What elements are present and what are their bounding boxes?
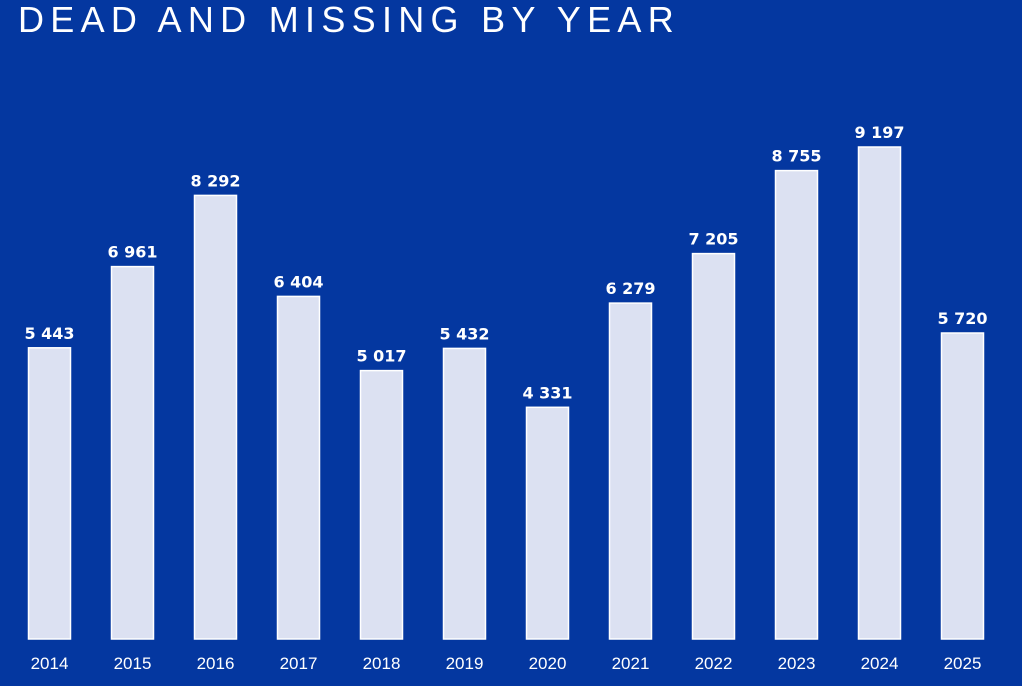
x-tick-label-2020: 2020 (529, 654, 567, 673)
x-tick-label-2018: 2018 (363, 654, 401, 673)
x-tick-label-2022: 2022 (695, 654, 733, 673)
bar-2018 (359, 369, 404, 640)
value-label-2014: 5 443 (24, 324, 74, 343)
value-label-2023: 8 755 (771, 147, 821, 166)
bar-2016 (193, 194, 238, 640)
x-tick-label-2014: 2014 (31, 654, 69, 673)
value-label-2016: 8 292 (190, 171, 240, 190)
value-label-2015: 6 961 (107, 243, 157, 262)
x-tick-label-2017: 2017 (280, 654, 318, 673)
bar-2022 (691, 252, 736, 640)
x-tick-label-2016: 2016 (197, 654, 235, 673)
value-label-2020: 4 331 (522, 383, 572, 402)
bar-2020 (525, 406, 570, 640)
value-label-2017: 6 404 (273, 272, 323, 291)
bar-2023 (774, 169, 819, 640)
bar-2015 (110, 265, 155, 640)
bar-2019 (442, 347, 487, 640)
value-label-2024: 9 197 (854, 123, 904, 142)
bars-group (27, 146, 985, 640)
x-tick-label-2025: 2025 (944, 654, 982, 673)
bar-2024 (857, 146, 902, 640)
x-tick-label-2019: 2019 (446, 654, 484, 673)
value-label-2021: 6 279 (605, 279, 655, 298)
value-label-2018: 5 017 (356, 347, 406, 366)
bar-2014 (27, 347, 72, 640)
value-label-2022: 7 205 (688, 230, 738, 249)
x-tick-label-2021: 2021 (612, 654, 650, 673)
bar-2021 (608, 302, 653, 640)
bar-2017 (276, 295, 321, 640)
value-label-2025: 5 720 (937, 309, 987, 328)
x-tick-label-2024: 2024 (861, 654, 899, 673)
value-labels-group: 5 443 6 961 8 292 6 404 5 017 5 432 4 331 6 279… (24, 123, 987, 402)
bar-2025 (940, 332, 985, 640)
x-tick-label-2015: 2015 (114, 654, 152, 673)
chart-title: DEAD AND MISSING BY YEAR (18, 0, 681, 40)
value-label-2019: 5 432 (439, 324, 489, 343)
x-tick-label-2023: 2023 (778, 654, 816, 673)
x-tick-labels-group: 2014 2015 2016 2017 2018 2019 2020 2021 2022 2023… (31, 654, 982, 673)
